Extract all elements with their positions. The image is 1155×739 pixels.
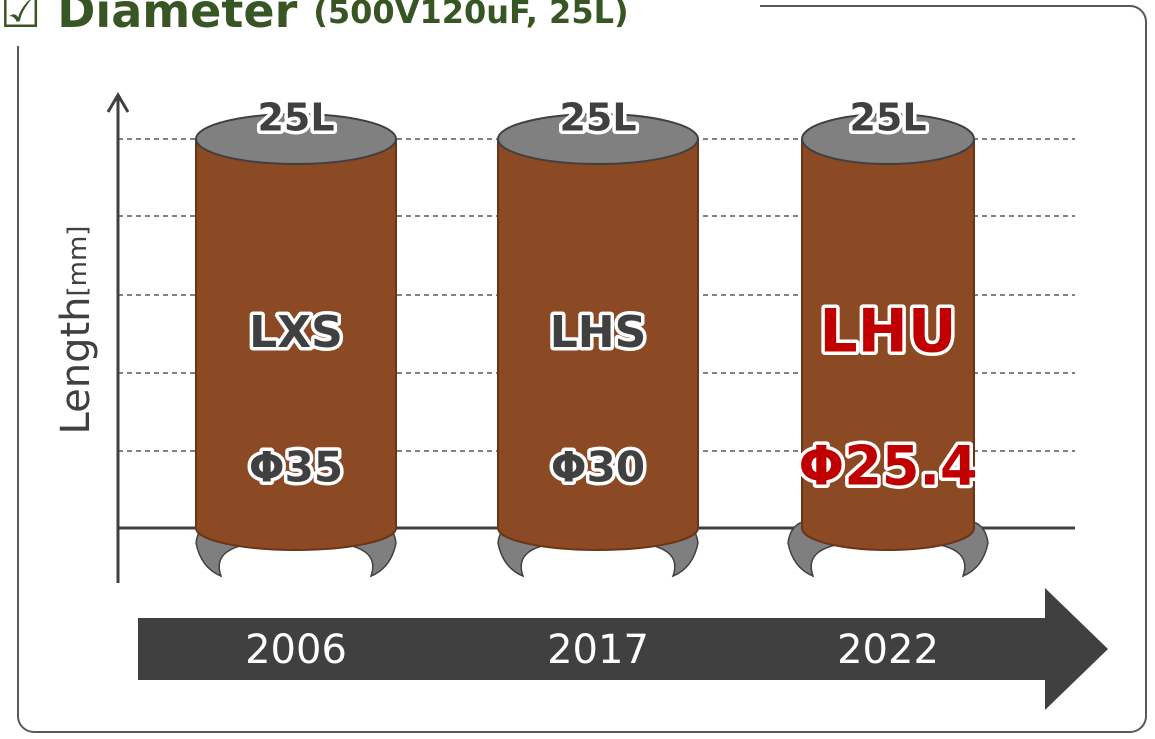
title-sub: (500V120uF, 25L) xyxy=(313,0,628,31)
title-main: ☑ Diameter xyxy=(0,0,298,38)
cylinder-top xyxy=(497,113,699,165)
title: ☑ Diameter (500V120uF, 25L) xyxy=(0,0,629,38)
diameter-label: Φ35 xyxy=(249,443,343,492)
cylinder-top xyxy=(195,113,397,165)
y-axis-label: Length[mm] xyxy=(53,226,99,435)
cylinder-body xyxy=(195,138,397,551)
cylinder-body xyxy=(497,138,699,551)
items: 25L LXS Φ35 2006 25L LHS Φ30 2017 25L LHU Φ25.4 202… xyxy=(195,92,989,673)
top-label: 25L xyxy=(559,96,636,140)
series-label: LXS xyxy=(249,307,343,358)
year-label: 2017 xyxy=(547,627,649,673)
top-label: 25L xyxy=(257,96,334,140)
cylinder-body xyxy=(801,138,975,551)
axis-label: Length xyxy=(53,296,99,434)
axis-unit: [mm] xyxy=(63,226,93,297)
timeline-arrow xyxy=(138,588,1108,710)
title-backdrop xyxy=(0,0,760,46)
top-label: 25L xyxy=(849,96,926,140)
year-label: 2022 xyxy=(837,627,939,673)
series-label: LHS xyxy=(550,307,647,358)
y-axis-arrow xyxy=(106,92,130,113)
cylinder-top xyxy=(801,113,975,165)
series-label: LHU xyxy=(819,297,956,367)
diameter-label: Φ30 xyxy=(551,443,645,492)
diameter-label: Φ25.4 xyxy=(798,435,977,498)
year-label: 2006 xyxy=(245,627,347,673)
